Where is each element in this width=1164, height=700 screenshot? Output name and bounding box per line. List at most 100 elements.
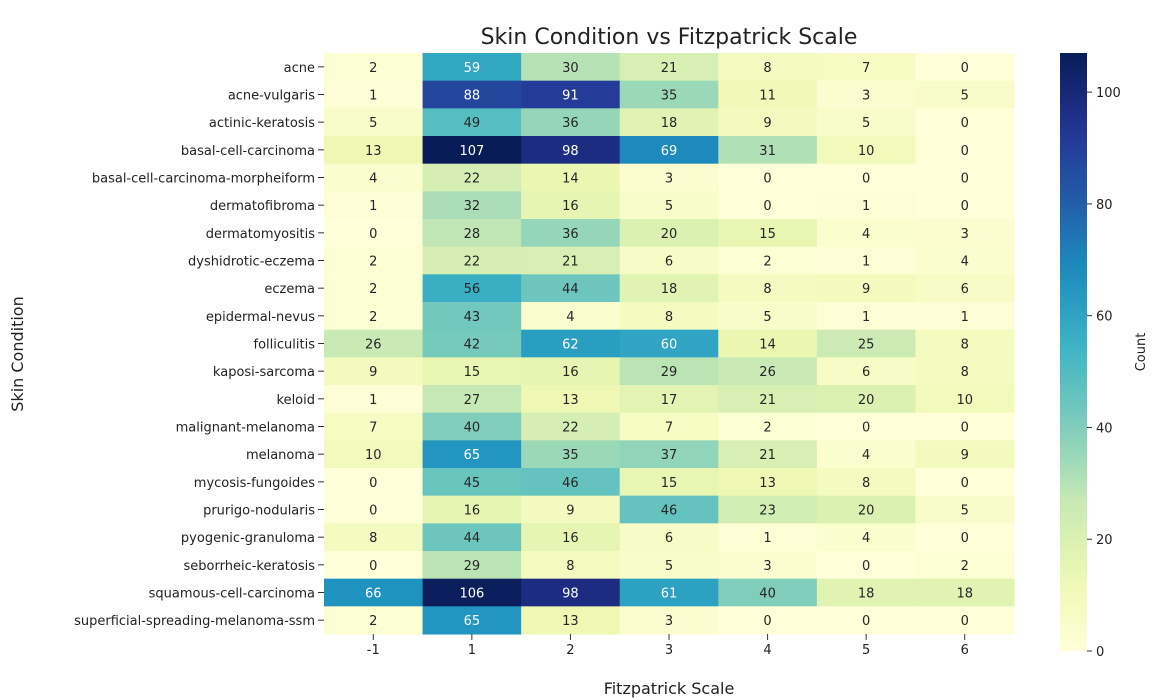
heatmap-cell <box>718 219 818 248</box>
heatmap-cell <box>915 219 1015 248</box>
cell-value-label: 0 <box>862 421 870 436</box>
heatmap-cell <box>324 606 424 635</box>
cell-value-label: 40 <box>759 587 776 602</box>
cell-value-label: 22 <box>562 421 579 436</box>
heatmap-cell <box>915 163 1015 192</box>
y-tick-label: squamous-cell-carcinoma <box>149 587 315 602</box>
cell-value-label: 107 <box>459 144 484 159</box>
y-tick-label: dermatofibroma <box>210 199 315 214</box>
cell-value-label: 2 <box>763 421 771 436</box>
cell-value-label: 1 <box>862 310 870 325</box>
colorbar-tick-label: 100 <box>1096 86 1121 101</box>
heatmap-cell <box>816 329 916 358</box>
heatmap-cell <box>816 412 916 441</box>
cell-value-label: 88 <box>464 89 481 104</box>
cell-value-label: 11 <box>759 89 776 104</box>
cell-value-label: 0 <box>961 614 969 629</box>
heatmap-cell <box>619 551 719 580</box>
cell-value-label: 7 <box>369 421 377 436</box>
cell-value-label: 18 <box>956 587 973 602</box>
cell-value-label: 1 <box>862 255 870 270</box>
heatmap-cell <box>718 495 818 524</box>
heatmap-cell <box>915 108 1015 137</box>
cell-value-label: 1 <box>369 393 377 408</box>
cell-value-label: 14 <box>562 172 579 187</box>
heatmap-cell <box>816 53 916 82</box>
heatmap-cell <box>718 551 818 580</box>
heatmap-cell <box>718 440 818 469</box>
heatmap-cell <box>718 163 818 192</box>
heatmap-cell <box>521 274 621 303</box>
y-tick-label: acne <box>284 61 315 76</box>
heatmap-cell <box>915 606 1015 635</box>
cell-value-label: 9 <box>369 365 377 380</box>
cell-value-label: 43 <box>464 310 481 325</box>
colorbar-tick-label: 0 <box>1096 645 1104 660</box>
cell-value-label: 20 <box>858 393 875 408</box>
y-tick-label: kaposi-sarcoma <box>213 365 315 380</box>
cell-value-label: 0 <box>961 116 969 131</box>
y-tick-label: folliculitis <box>254 338 316 353</box>
y-tick-label: epidermal-nevus <box>206 310 315 325</box>
cell-value-label: 18 <box>858 587 875 602</box>
heatmap-cell <box>422 385 522 414</box>
cell-value-label: 0 <box>961 61 969 76</box>
heatmap-cell <box>324 440 424 469</box>
cell-value-label: 23 <box>759 504 776 519</box>
cell-value-label: 15 <box>464 365 481 380</box>
cell-value-label: 10 <box>956 393 973 408</box>
cell-value-label: 56 <box>464 282 481 297</box>
cell-value-label: 65 <box>464 448 481 463</box>
cell-value-label: 6 <box>665 531 673 546</box>
heatmap-cell <box>422 274 522 303</box>
heatmap-cell <box>422 53 522 82</box>
heatmap-cell <box>324 578 424 607</box>
heatmap-cell <box>619 108 719 137</box>
heatmap-cell <box>915 53 1015 82</box>
cell-value-label: 0 <box>369 559 377 574</box>
heatmap-cell <box>422 302 522 331</box>
cell-value-label: 5 <box>862 116 870 131</box>
heatmap-cell <box>816 108 916 137</box>
cell-value-label: 0 <box>763 614 771 629</box>
cell-value-label: 25 <box>858 338 875 353</box>
heatmap-cell <box>422 551 522 580</box>
x-tick-label: 1 <box>468 643 476 658</box>
heatmap-cell <box>324 53 424 82</box>
cell-value-label: 9 <box>961 448 969 463</box>
heatmap-cell <box>718 606 818 635</box>
x-tick-label: 2 <box>566 643 574 658</box>
cell-value-label: 8 <box>665 310 673 325</box>
heatmap-cell <box>422 80 522 109</box>
heatmap-cell <box>619 468 719 497</box>
cell-value-label: 4 <box>862 531 870 546</box>
cell-value-label: 21 <box>759 448 776 463</box>
heatmap-cell <box>324 385 424 414</box>
cell-value-label: 40 <box>464 421 481 436</box>
heatmap-cell <box>816 136 916 165</box>
heatmap-cell <box>619 523 719 552</box>
heatmap-cell <box>915 385 1015 414</box>
heatmap-cell <box>619 53 719 82</box>
heatmap-cell <box>521 551 621 580</box>
heatmap-cell <box>619 606 719 635</box>
heatmap-cell <box>521 246 621 275</box>
heatmap-cell <box>816 440 916 469</box>
heatmap-cell <box>422 191 522 220</box>
y-tick-label: melanoma <box>246 448 315 463</box>
heatmap-cell <box>915 274 1015 303</box>
colorbar <box>1060 53 1087 651</box>
cell-value-label: 0 <box>369 227 377 242</box>
heatmap-cell <box>521 440 621 469</box>
heatmap-cell <box>521 219 621 248</box>
heatmap-cell <box>619 163 719 192</box>
cell-value-label: 49 <box>464 116 481 131</box>
cell-value-label: 45 <box>464 476 481 491</box>
y-tick-label: pyogenic-granuloma <box>181 531 315 546</box>
heatmap-cell <box>816 495 916 524</box>
x-tick-label: 6 <box>961 643 969 658</box>
cell-value-label: 27 <box>464 393 481 408</box>
x-tick-label: -1 <box>367 643 380 658</box>
cell-value-label: 13 <box>759 476 776 491</box>
